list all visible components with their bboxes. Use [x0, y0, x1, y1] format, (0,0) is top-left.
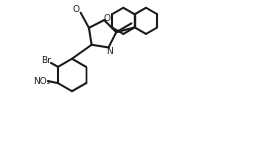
Text: O: O [72, 5, 79, 14]
Text: NO₂: NO₂ [33, 77, 51, 86]
Text: O: O [104, 14, 111, 23]
Text: N: N [106, 47, 113, 56]
Text: Br: Br [41, 56, 51, 65]
